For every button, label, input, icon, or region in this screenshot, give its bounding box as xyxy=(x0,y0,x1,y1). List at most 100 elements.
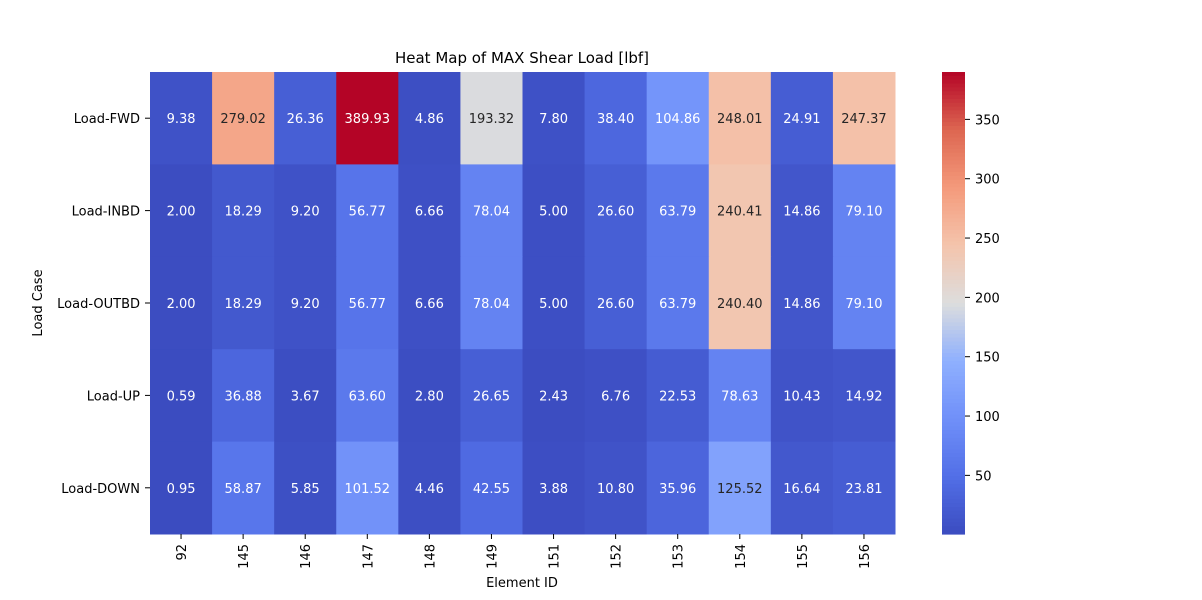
colorbar-segment xyxy=(942,264,965,269)
heatmap-cell xyxy=(212,256,275,350)
colorbar-segment xyxy=(942,75,965,81)
cell-value-label: 2.80 xyxy=(415,389,444,404)
cell-value-label: 63.60 xyxy=(349,389,386,404)
colorbar-segment xyxy=(942,252,965,258)
y-tick-label: Load-DOWN xyxy=(61,482,140,497)
heatmap-cell xyxy=(336,164,399,258)
colorbar-segment xyxy=(942,430,965,435)
colorbar-segment xyxy=(942,249,965,254)
colorbar-segment xyxy=(942,79,965,85)
colorbar-segment xyxy=(942,279,965,285)
colorbar-segment xyxy=(942,214,965,219)
heatmap-cell xyxy=(708,349,772,443)
colorbar-segment xyxy=(942,487,965,493)
cell-value-label: 18.29 xyxy=(225,205,262,220)
heatmap-cell xyxy=(770,72,834,165)
colorbar-segment xyxy=(942,160,965,165)
heatmap-cell xyxy=(708,72,772,165)
colorbar-segment xyxy=(942,87,965,92)
colorbar-segment xyxy=(942,522,965,527)
colorbar-segment xyxy=(942,114,965,119)
cell-value-label: 56.77 xyxy=(349,205,386,220)
x-axis-ticks: 92 145 146 147 148 149 151 152 153 154 155 156 xyxy=(175,534,873,569)
heatmap-cell xyxy=(274,164,337,258)
colorbar-segment xyxy=(942,341,965,346)
colorbar-segment xyxy=(942,164,965,169)
cell-value-label: 14.86 xyxy=(783,205,820,220)
colorbar-segment xyxy=(942,168,965,173)
colorbar-segment xyxy=(942,206,965,212)
y-tick-label: Load-FWD xyxy=(74,112,140,127)
heatmap-cell xyxy=(522,72,586,165)
colorbar-segment xyxy=(942,345,965,350)
x-axis-label: Element ID xyxy=(486,576,558,591)
colorbar-segment xyxy=(942,422,965,427)
cell-value-label: 125.52 xyxy=(717,482,763,497)
x-tick-label: 153 xyxy=(672,544,687,569)
colorbar-segment xyxy=(942,256,965,262)
colorbar-segment xyxy=(942,102,965,108)
chart-title: Heat Map of MAX Shear Load [lbf] xyxy=(395,49,649,67)
cell-value-label: 3.67 xyxy=(291,389,320,404)
colorbar-segment xyxy=(942,437,965,443)
colorbar-segment xyxy=(942,199,965,204)
colorbar-segment xyxy=(942,310,965,316)
colorbar-segment xyxy=(942,129,965,135)
cell-value-label: 6.66 xyxy=(415,297,444,312)
colorbar-segment xyxy=(942,399,965,404)
colorbar-segment xyxy=(942,283,965,289)
heatmap-cell xyxy=(460,256,523,350)
heatmap-cell xyxy=(460,441,523,535)
colorbar-segment xyxy=(942,245,965,250)
colorbar-segment xyxy=(942,141,965,146)
cell-value-label: 9.38 xyxy=(167,112,196,127)
colorbar-segment xyxy=(942,472,965,477)
cell-value-label: 240.41 xyxy=(717,205,763,220)
colorbar-segment xyxy=(942,329,965,335)
heatmap-cell xyxy=(770,441,834,535)
heatmap-cell xyxy=(584,72,648,165)
cell-value-label: 78.63 xyxy=(721,389,758,404)
colorbar-segment xyxy=(942,118,965,123)
cell-value-label: 2.00 xyxy=(167,297,196,312)
colorbar-segment xyxy=(942,518,965,524)
heatmap-cell xyxy=(584,441,648,535)
colorbar-segment xyxy=(942,510,965,516)
heatmap-cell xyxy=(584,256,648,350)
heatmap-cell xyxy=(398,164,461,258)
x-tick-label: 152 xyxy=(610,544,625,569)
colorbar-segment xyxy=(942,226,965,231)
colorbar-segment xyxy=(942,395,965,400)
colorbar-segment xyxy=(942,507,965,512)
cell-value-label: 6.76 xyxy=(601,389,630,404)
colorbar-segment xyxy=(942,83,965,88)
x-tick-label: 146 xyxy=(299,544,314,569)
colorbar-tick-label: 50 xyxy=(975,469,992,484)
heatmap-cell xyxy=(212,349,275,443)
colorbar-tick-label: 300 xyxy=(975,173,1000,188)
cell-value-label: 79.10 xyxy=(845,297,882,312)
colorbar-segment xyxy=(942,318,965,323)
cell-value-label: 63.79 xyxy=(659,297,696,312)
heatmap-cell xyxy=(398,349,461,443)
heatmap-cell xyxy=(274,441,337,535)
colorbar-segment xyxy=(942,356,965,362)
cell-value-label: 0.59 xyxy=(167,389,196,404)
colorbar-segment xyxy=(942,483,965,489)
colorbar-segment xyxy=(942,414,965,420)
colorbar-segment xyxy=(942,380,965,385)
x-tick-label: 147 xyxy=(361,544,376,569)
cell-value-label: 79.10 xyxy=(845,205,882,220)
colorbar-segment xyxy=(942,441,965,447)
colorbar-segment xyxy=(942,372,965,377)
colorbar-segment xyxy=(942,179,965,185)
colorbar-segment xyxy=(942,391,965,396)
x-tick-label: 145 xyxy=(237,544,252,569)
cell-value-label: 2.00 xyxy=(167,205,196,220)
colorbar-segment xyxy=(942,360,965,366)
colorbar-segment xyxy=(942,229,965,235)
heatmap-cell xyxy=(274,256,337,350)
cell-value-label: 0.95 xyxy=(167,482,196,497)
colorbar-segment xyxy=(942,195,965,200)
